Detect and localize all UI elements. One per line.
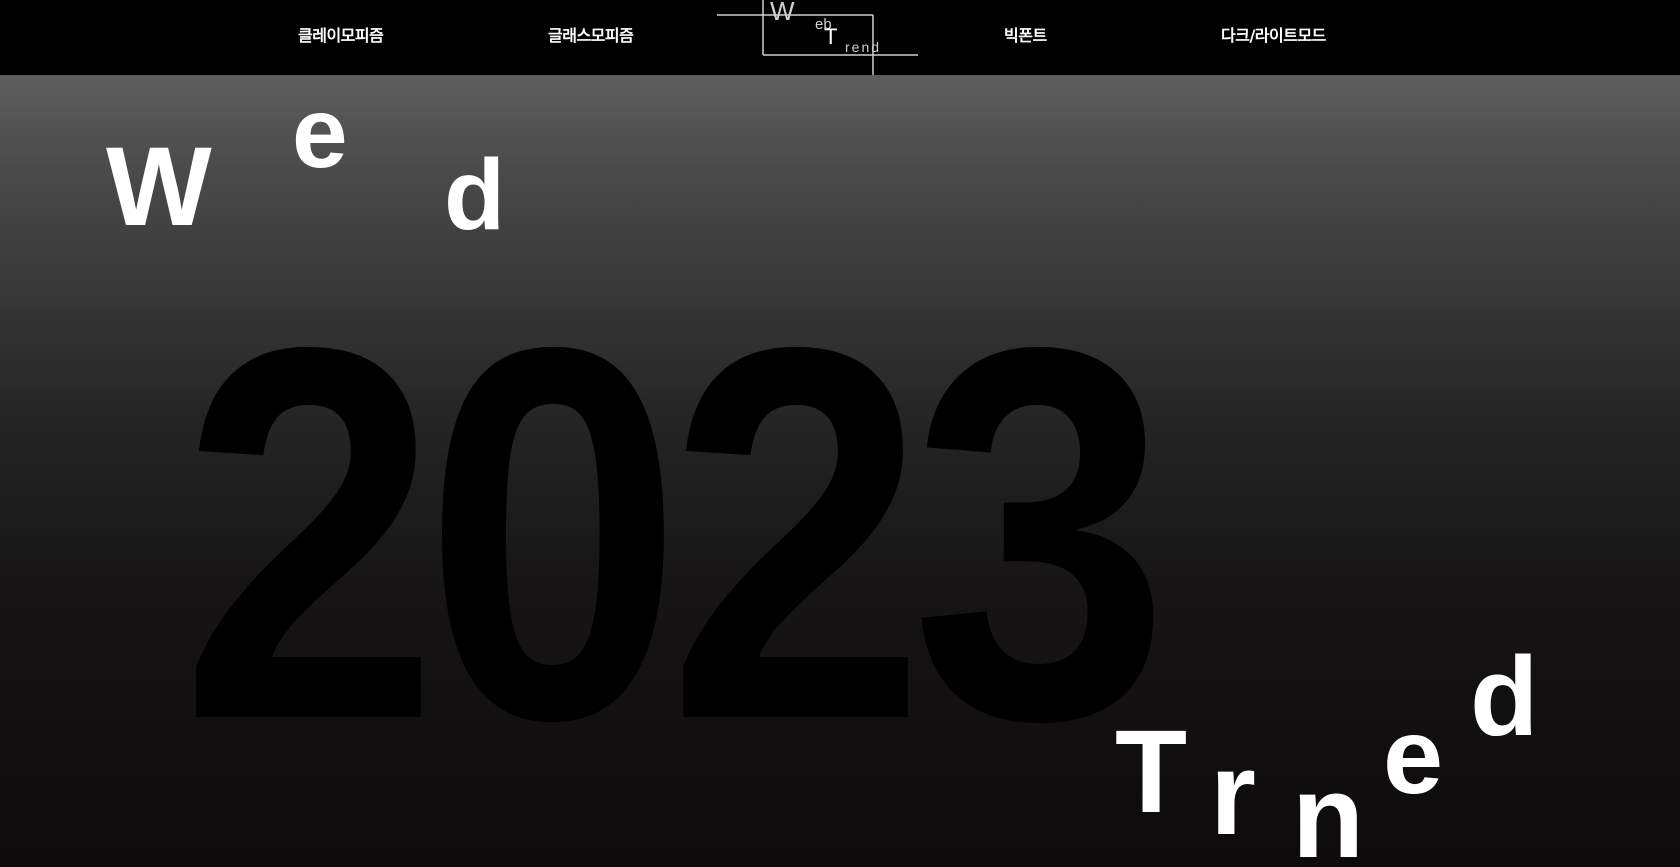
nav-item-dark-light-mode[interactable]: 다크/라이트모드 [1221, 26, 1326, 45]
logo-letter-t: T [824, 24, 837, 49]
hero-section: 2023 W e d T r n e d [0, 75, 1680, 867]
hero-letter-t: T [1115, 706, 1188, 838]
nav-item-big-font[interactable]: 빅폰트 [1004, 26, 1047, 45]
logo-letter-w: W [770, 0, 795, 26]
web-trend-logo[interactable]: W eb T rend [717, 0, 919, 75]
hero-letter-d-bottom: d [1470, 634, 1539, 759]
hero-letter-e-bottom: e [1383, 695, 1444, 816]
hero-letter-e: e [292, 77, 348, 189]
nav-item-claymorphism[interactable]: 클레이모피즘 [298, 26, 384, 45]
logo-letters-rend: rend [845, 39, 881, 55]
hero-year: 2023 [180, 238, 1170, 830]
hero-letter-w: W [106, 124, 212, 249]
logo-letters-eb: eb [815, 16, 832, 33]
hero-letter-d: d [444, 139, 506, 251]
hero-letter-r: r [1210, 728, 1256, 860]
hero-letter-n: n [1292, 751, 1365, 867]
nav-item-glassmorphism[interactable]: 글래스모피즘 [548, 26, 634, 45]
top-navigation: 클레이모피즘 글래스모피즘 W eb T rend 빅폰트 다크/라이트모드 [0, 0, 1680, 75]
logo-mark: W eb T rend [717, 0, 918, 75]
